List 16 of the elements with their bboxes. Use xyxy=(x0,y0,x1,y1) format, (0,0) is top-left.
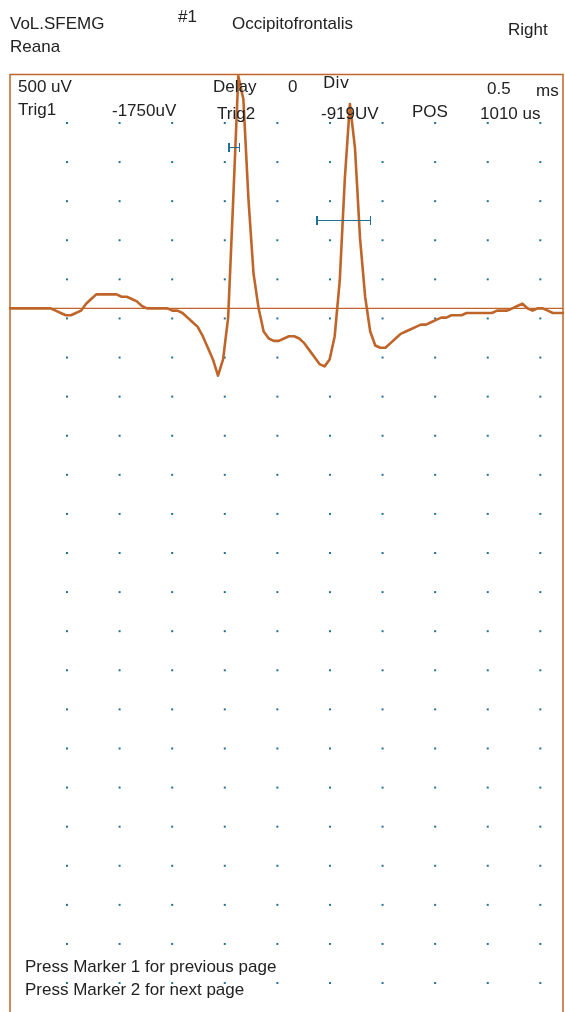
annotation: ms xyxy=(536,81,559,101)
text: Right xyxy=(508,20,548,40)
text: Reana xyxy=(10,37,61,57)
annotation: Trig1 xyxy=(18,100,57,120)
annotation: 0 xyxy=(288,77,298,97)
text: Press Marker 1 for previous page xyxy=(25,957,277,977)
text: VoL.SFEMG xyxy=(10,14,105,34)
annotation: Div xyxy=(323,73,350,93)
annotation: -1750uV xyxy=(112,101,177,121)
text: #1 xyxy=(178,7,197,27)
annotation: 0.5 xyxy=(487,79,511,99)
annotation: 1010 us xyxy=(480,104,541,124)
text: Occipitofrontalis xyxy=(232,14,353,34)
annotation: 500 uV xyxy=(18,77,72,97)
text: Press Marker 2 for next page xyxy=(25,980,245,1000)
annotation: POS xyxy=(412,102,448,122)
